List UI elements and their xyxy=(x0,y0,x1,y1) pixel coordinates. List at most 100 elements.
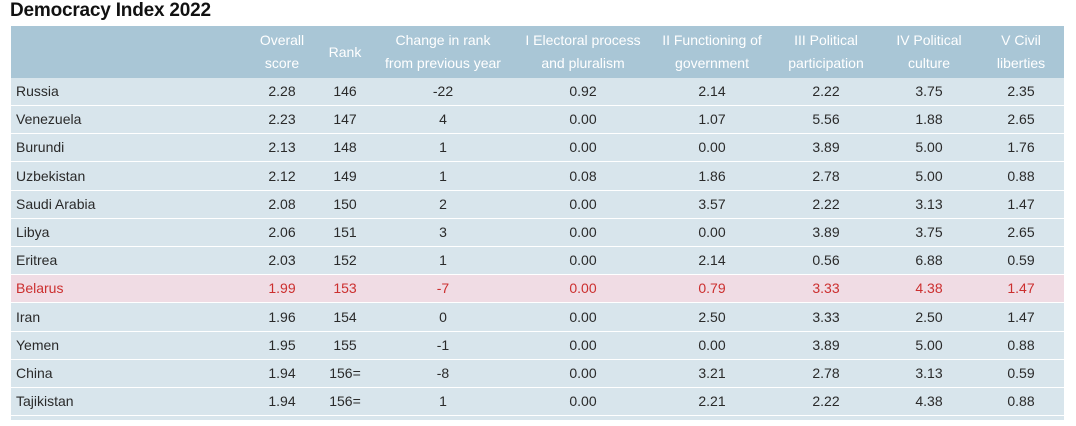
value-cell: 0.00 xyxy=(698,139,726,156)
table-row: Belarus 1.99 153 -7 0.00 0.79 3.33 4.38 1.47 xyxy=(11,275,1064,304)
table-row: Eritrea 2.03 152 1 0.00 2.14 0.56 6.88 0.59 xyxy=(11,247,1064,276)
column-header: IV Political culture xyxy=(896,32,962,71)
value-cell: 1.47 xyxy=(1007,195,1035,212)
value-cell: 156= xyxy=(329,365,361,381)
value-cell: 0.00 xyxy=(698,224,726,240)
value-cell: 0.00 xyxy=(569,393,597,410)
value-cell: 1.99 xyxy=(268,280,296,297)
value-cell: 3.33 xyxy=(812,308,840,325)
value-cell: 0.56 xyxy=(812,252,840,269)
value-cell: 2.21 xyxy=(698,393,726,410)
column-header: V Civil liberties xyxy=(996,32,1046,71)
value-cell: 156= xyxy=(329,393,361,410)
value-cell: 1.96 xyxy=(268,308,296,325)
value-cell: 0.00 xyxy=(569,365,597,381)
value-cell: 1.07 xyxy=(698,111,726,128)
country-cell: Libya xyxy=(16,224,50,240)
value-cell: 2 xyxy=(439,195,447,212)
value-cell: 0.00 xyxy=(698,336,726,353)
value-cell: 2.12 xyxy=(268,167,296,184)
table-row: Russia 2.28 146 -22 0.92 2.14 2.22 3.75 2.35 xyxy=(11,78,1064,106)
value-cell: 4.38 xyxy=(915,393,943,410)
value-cell: 2.50 xyxy=(698,308,726,325)
value-cell: 1 xyxy=(439,393,447,410)
value-cell: 6.88 xyxy=(915,252,943,269)
value-cell: 0.88 xyxy=(1007,336,1035,353)
value-cell: 3.75 xyxy=(915,83,943,99)
country-cell: Iran xyxy=(16,308,41,325)
table-title: Democracy Index 2022 xyxy=(10,0,211,21)
value-cell: 150 xyxy=(333,195,357,212)
value-cell: 2.35 xyxy=(1007,83,1035,99)
value-cell: 5.00 xyxy=(915,139,943,156)
value-cell: -8 xyxy=(436,365,450,381)
value-cell: 0.59 xyxy=(1007,365,1035,381)
value-cell: 1.94 xyxy=(268,365,296,381)
column-header: II Functioning of government xyxy=(662,32,762,71)
value-cell: 2.23 xyxy=(268,111,296,128)
value-cell: 153 xyxy=(333,280,357,297)
value-cell: 2.28 xyxy=(268,83,296,99)
column-header: Rank xyxy=(328,43,362,60)
value-cell: 0.00 xyxy=(569,308,597,325)
column-header: I Electoral process and pluralism xyxy=(525,32,641,71)
value-cell: 0.00 xyxy=(569,336,597,353)
value-cell: 0.00 xyxy=(569,139,597,156)
value-cell: 148 xyxy=(333,139,357,156)
value-cell: 3.89 xyxy=(812,224,840,240)
value-cell: 0.00 xyxy=(569,224,597,240)
value-cell: -1 xyxy=(436,336,450,353)
democracy-index-table: Overall score Rank Change in rank from pre… xyxy=(11,26,1064,420)
value-cell: -22 xyxy=(432,83,454,99)
country-cell: Russia xyxy=(16,83,59,99)
table-row: Iran 1.96 154 0 0.00 2.50 3.33 2.50 1.47 xyxy=(11,304,1064,332)
value-cell: 2.78 xyxy=(812,365,840,381)
value-cell: 0.00 xyxy=(569,280,597,297)
value-cell: 0.00 xyxy=(569,111,597,128)
value-cell: 4.38 xyxy=(915,280,943,297)
value-cell: 2.03 xyxy=(268,252,296,269)
value-cell: 1.76 xyxy=(1007,139,1035,156)
table-row: Saudi Arabia 2.08 150 2 0.00 3.57 2.22 3.13 1.47 xyxy=(11,191,1064,219)
value-cell: 0.08 xyxy=(569,167,597,184)
value-cell: 3.89 xyxy=(812,336,840,353)
country-cell: Saudi Arabia xyxy=(16,195,96,212)
value-cell: 1.88 xyxy=(915,111,943,128)
value-cell: 3.13 xyxy=(915,365,943,381)
value-cell: 0.79 xyxy=(698,280,726,297)
country-cell: Eritrea xyxy=(16,252,58,269)
country-cell: China xyxy=(16,365,53,381)
value-cell: 3.21 xyxy=(698,365,726,381)
country-cell: Uzbekistan xyxy=(16,167,86,184)
value-cell: 2.13 xyxy=(268,139,296,156)
country-cell: Yemen xyxy=(16,336,60,353)
value-cell: 5.56 xyxy=(812,111,840,128)
table-row: Burundi 2.13 148 1 0.00 0.00 3.89 5.00 1.76 xyxy=(11,134,1064,163)
table-row: Venezuela 2.23 147 4 0.00 1.07 5.56 1.88 2.65 xyxy=(11,106,1064,135)
value-cell: 155 xyxy=(333,336,357,353)
value-cell: 3 xyxy=(439,224,447,240)
value-cell: 3.33 xyxy=(812,280,840,297)
value-cell: 152 xyxy=(333,252,357,269)
column-header: Change in rank from previous year xyxy=(385,32,501,71)
value-cell: 1.94 xyxy=(268,393,296,410)
value-cell: 2.06 xyxy=(268,224,296,240)
value-cell: 0.00 xyxy=(569,195,597,212)
value-cell: 2.50 xyxy=(915,308,943,325)
value-cell: 1 xyxy=(439,252,447,269)
value-cell: 1.47 xyxy=(1007,308,1035,325)
value-cell: 1.95 xyxy=(268,336,296,353)
country-cell: Burundi xyxy=(16,139,65,156)
value-cell: 0 xyxy=(439,308,447,325)
value-cell: 5.00 xyxy=(915,167,943,184)
value-cell: 0.00 xyxy=(569,252,597,269)
country-cell: Belarus xyxy=(16,280,64,297)
value-cell: 3.89 xyxy=(812,139,840,156)
table-row: Tajikistan 1.94 156= 1 0.00 2.21 2.22 4.38 0.88 xyxy=(11,388,1064,417)
value-cell: 147 xyxy=(333,111,357,128)
country-cell: Tajikistan xyxy=(16,393,74,410)
value-cell: 2.65 xyxy=(1007,224,1035,240)
value-cell: 2.78 xyxy=(812,167,840,184)
value-cell: 0.92 xyxy=(569,83,597,99)
country-cell: Venezuela xyxy=(16,111,82,128)
